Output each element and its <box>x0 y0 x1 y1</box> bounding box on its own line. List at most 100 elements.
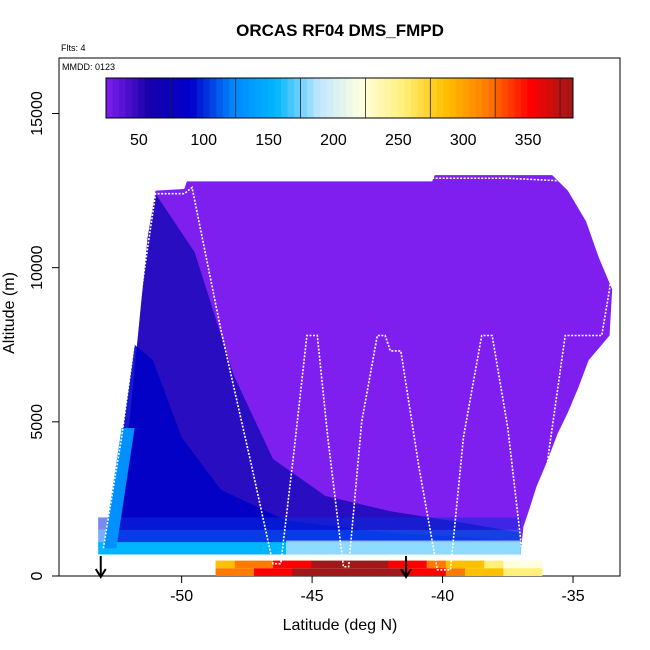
band-cell-upper <box>273 560 293 569</box>
colorbar-cell <box>320 78 328 118</box>
band-cell-upper <box>388 560 409 569</box>
x-tick-label: -40 <box>431 588 454 605</box>
colorbar-tick-label: 50 <box>130 132 148 149</box>
colorbar-cell <box>469 78 477 118</box>
colorbar-cell <box>501 78 509 118</box>
colorbar-cell <box>560 78 568 118</box>
colorbar-cell <box>540 78 548 118</box>
field-plume-inner <box>103 344 521 552</box>
band-cell-lower <box>369 568 389 576</box>
band-cell-lower <box>445 568 466 576</box>
y-tick-label: 0 <box>29 571 46 580</box>
band-cell-upper <box>426 560 447 569</box>
band-cell-lower <box>273 568 293 576</box>
y-axis-label: Altitude (m) <box>1 272 18 354</box>
colorbar-cell <box>183 78 191 118</box>
band-cell-upper <box>407 560 428 569</box>
colorbar-cell <box>229 78 237 118</box>
colorbar-cell <box>151 78 159 118</box>
colorbar-cell <box>138 78 146 118</box>
band-cell-lower <box>503 568 524 576</box>
colorbar-cell <box>222 78 230 118</box>
colorbar-cell <box>423 78 431 118</box>
colorbar-cell <box>287 78 295 118</box>
colorbar-cell <box>391 78 399 118</box>
band-cell-lower <box>484 568 504 576</box>
field-surface-light <box>286 540 521 555</box>
flight-track <box>102 176 613 571</box>
x-axis-label: Latitude (deg N) <box>283 617 398 634</box>
colorbar-cell <box>475 78 483 118</box>
x-tick-label: -50 <box>170 588 193 605</box>
colorbar-cell <box>268 78 276 118</box>
colorbar-cell <box>566 78 574 118</box>
band-cell-lower <box>234 568 255 576</box>
colorbar-tick-label: 150 <box>255 132 282 149</box>
band-cell-lower <box>253 568 274 576</box>
colorbar-cell <box>144 78 152 118</box>
y-tick-label: 15000 <box>29 91 46 136</box>
chart-title: ORCAS RF04 DMS_FMPD <box>236 21 444 40</box>
band-cell-lower <box>330 568 351 576</box>
band-cell-lower <box>522 568 543 576</box>
y-tick-label: 5000 <box>29 404 46 440</box>
band-cell-lower <box>311 568 332 576</box>
colorbar-cell <box>521 78 529 118</box>
band-cell-lower <box>407 568 428 576</box>
band-cell-upper <box>253 560 274 569</box>
colorbar-tick-label: 100 <box>190 132 217 149</box>
colorbar-cell <box>255 78 263 118</box>
colorbar: 50 100 150 200 250 300 350 <box>105 77 574 149</box>
colorbar-cell <box>436 78 444 118</box>
band-cell-lower <box>464 568 485 576</box>
data-layer <box>98 175 613 576</box>
colorbar-cell <box>430 78 438 118</box>
colorbar-tick-label: 200 <box>320 132 347 149</box>
colorbar-tick-label: 250 <box>385 132 412 149</box>
colorbar-cell <box>534 78 542 118</box>
colorbar-cell <box>157 78 165 118</box>
colorbar-tick-label: 300 <box>450 132 477 149</box>
colorbar-frame <box>105 77 574 119</box>
colorbar-cell <box>397 78 405 118</box>
colorbar-cell <box>118 78 126 118</box>
x-tick-label: -45 <box>301 588 324 605</box>
colorbar-cell <box>170 78 178 118</box>
colorbar-cell <box>326 78 334 118</box>
colorbar-cell <box>274 78 282 118</box>
colorbar-cell <box>307 78 315 118</box>
marker-arrow-head <box>400 568 412 579</box>
colorbar-cell <box>417 78 425 118</box>
band-cell-upper <box>330 560 351 569</box>
colorbar-cell <box>547 78 555 118</box>
band-cell-upper <box>445 560 466 569</box>
band-cell-lower <box>388 568 409 576</box>
colorbar-cell <box>495 78 503 118</box>
colorbar-cell <box>216 78 224 118</box>
colorbar-cell <box>553 78 561 118</box>
colorbar-cell <box>248 78 256 118</box>
band-cell-upper <box>234 560 255 569</box>
colorbar-cell <box>345 78 353 118</box>
x-tick-label: -35 <box>561 588 584 605</box>
colorbar-cell <box>365 78 373 118</box>
colorbar-cell <box>313 78 321 118</box>
colorbar-cell <box>294 78 302 118</box>
colorbar-cell <box>209 78 217 118</box>
band-cell-upper <box>349 560 370 569</box>
colorbar-cell <box>112 78 120 118</box>
colorbar-cell <box>456 78 464 118</box>
band-cell-upper <box>484 560 504 569</box>
band-cell-upper <box>464 560 485 569</box>
colorbar-cell <box>410 78 418 118</box>
colorbar-cell <box>177 78 185 118</box>
colorbar-cell <box>196 78 204 118</box>
colorbar-cell <box>482 78 490 118</box>
colorbar-cell <box>300 78 308 118</box>
colorbar-cell <box>352 78 360 118</box>
colorbar-cell <box>358 78 366 118</box>
axes: -50 -45 -40 -35 0 5000 10000 15000 <box>29 91 585 605</box>
colorbar-cell <box>281 78 289 118</box>
colorbar-cell <box>462 78 470 118</box>
